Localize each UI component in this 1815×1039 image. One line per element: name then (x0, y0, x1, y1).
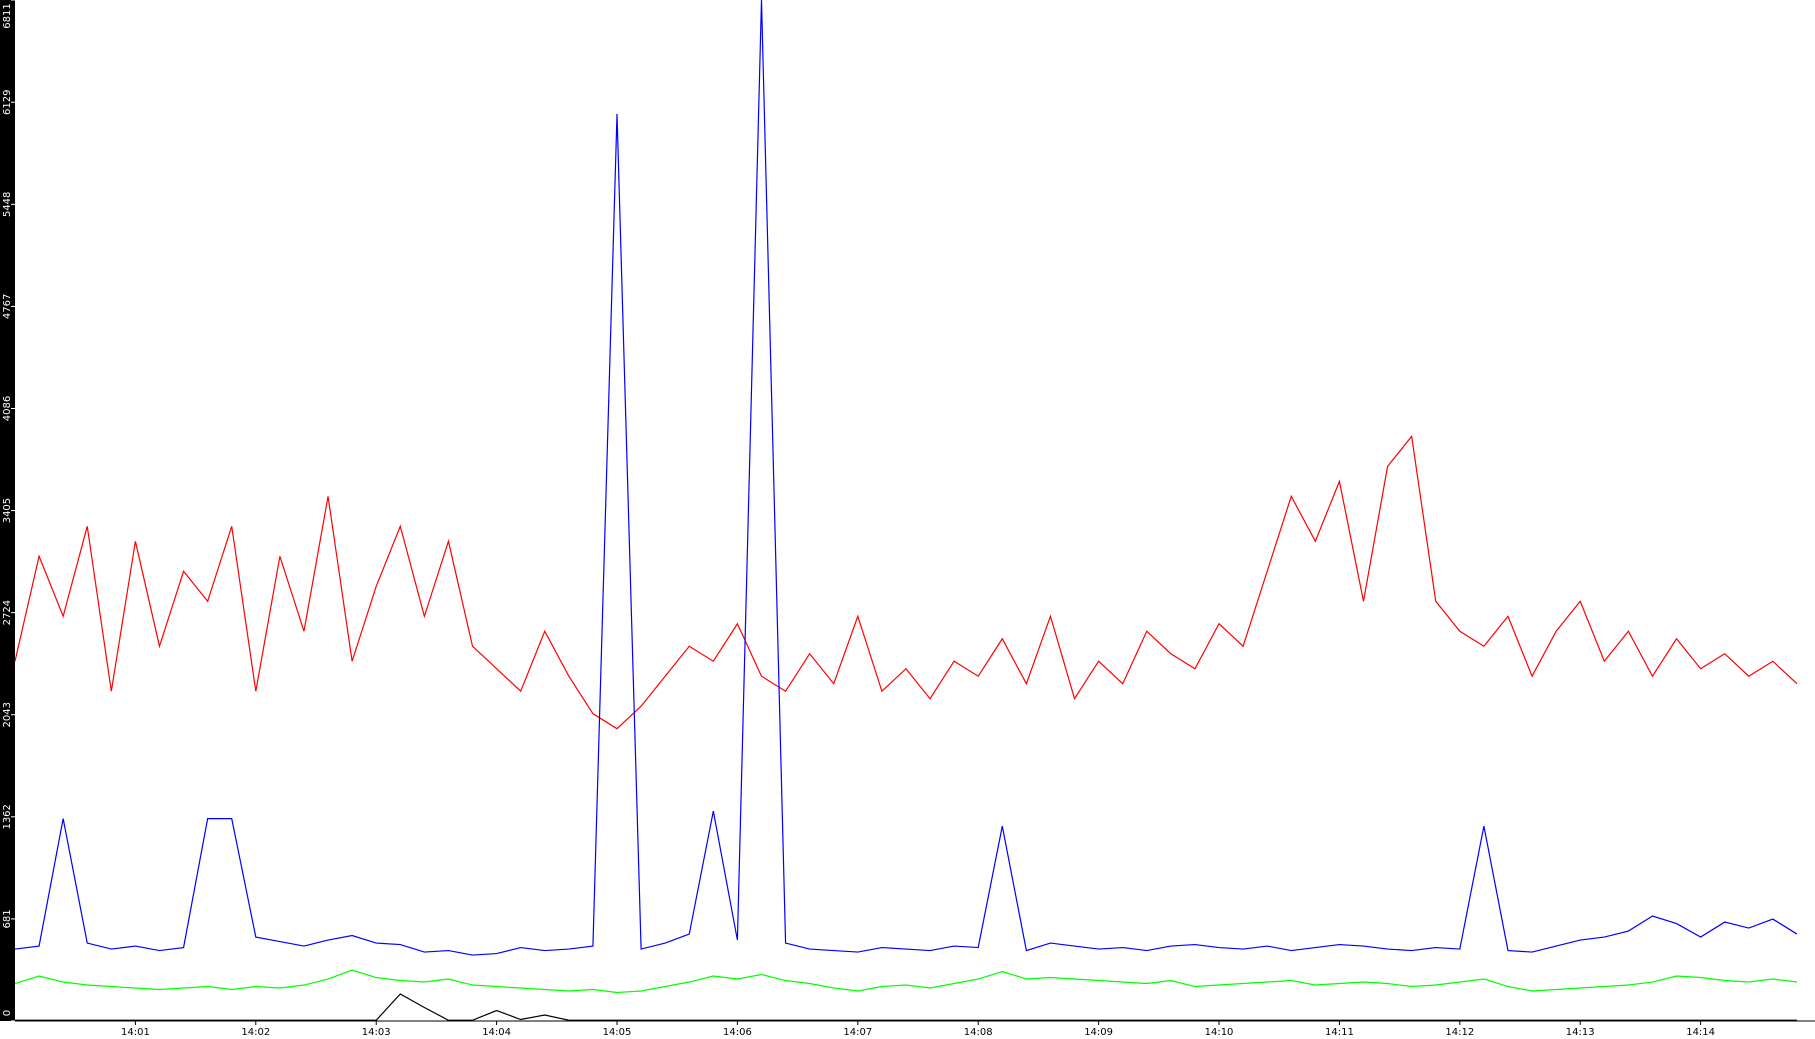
x-tick-label: 14:05 (603, 1027, 632, 1038)
y-axis-strip (0, 0, 15, 1021)
x-tick-label: 14:09 (1084, 1027, 1113, 1038)
x-tick-label: 14:11 (1325, 1027, 1354, 1038)
series-line (14, 969, 1798, 994)
y-tick-label: 4086 (2, 396, 13, 421)
x-tick-label: 14:12 (1445, 1027, 1474, 1038)
series-line (14, 0, 1798, 956)
y-tick-label: 1362 (2, 804, 13, 829)
x-tick-label: 14:08 (964, 1027, 993, 1038)
x-tick-label: 14:06 (723, 1027, 752, 1038)
x-tick-label: 14:04 (482, 1027, 511, 1038)
y-tick-label: 5448 (2, 192, 13, 217)
series-line (14, 434, 1798, 730)
y-tick-label: 0 (2, 1010, 13, 1016)
y-tick-label: 3405 (2, 498, 13, 523)
y-tick-label: 2724 (2, 600, 13, 625)
x-tick-label: 14:10 (1205, 1027, 1234, 1038)
series-line (15, 993, 1797, 1021)
x-tick-label: 14:14 (1686, 1027, 1715, 1038)
y-tick-label: 6811 (2, 3, 13, 28)
x-tick-label: 14:02 (241, 1027, 270, 1038)
y-tick-label: 2043 (2, 702, 13, 727)
x-tick-label: 14:01 (121, 1027, 150, 1038)
y-tick-label: 4767 (2, 294, 13, 319)
x-tick-label: 14:03 (362, 1027, 391, 1038)
x-tick-label: 14:07 (843, 1027, 872, 1038)
x-tick-label: 14:13 (1566, 1027, 1595, 1038)
y-tick-label: 6129 (2, 90, 13, 115)
y-tick-label: 681 (2, 909, 13, 928)
